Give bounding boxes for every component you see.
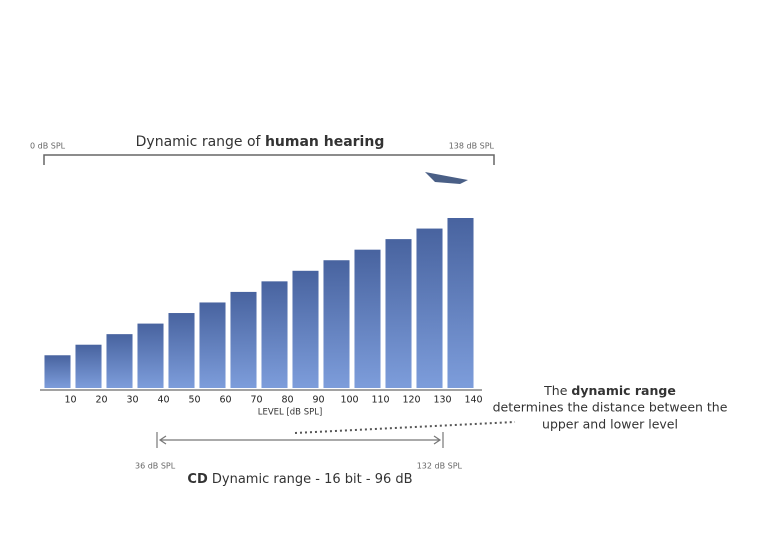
bar	[447, 218, 474, 388]
bar	[75, 344, 102, 388]
bar	[106, 334, 133, 388]
cd-title-regular: Dynamic range - 16 bit - 96 dB	[208, 472, 413, 487]
annotation: The dynamic range	[543, 383, 676, 398]
x-tick-label: 50	[188, 395, 200, 406]
chart-title: Dynamic range of human hearing	[136, 134, 385, 150]
bar	[261, 281, 288, 388]
annotation-line: upper and lower level	[542, 417, 678, 432]
bar	[416, 228, 443, 388]
x-tick-label: 70	[250, 395, 262, 406]
x-tick-label: 120	[402, 395, 420, 406]
cd-left-label: 36 dB SPL	[135, 462, 176, 471]
x-tick-label: 130	[433, 395, 451, 406]
x-axis-label: LEVEL [dB SPL]	[258, 408, 323, 418]
x-tick-label: 100	[340, 395, 358, 406]
bar	[292, 270, 319, 388]
bar	[199, 302, 226, 388]
annotation-line: determines the distance between the	[493, 400, 728, 415]
range-bracket	[43, 154, 495, 165]
bar	[354, 249, 381, 388]
bar	[137, 323, 164, 388]
dotted-pointer	[294, 421, 516, 434]
bar	[323, 260, 350, 388]
x-tick-label: 30	[126, 395, 138, 406]
x-tick-label: 60	[219, 395, 231, 406]
bar	[230, 291, 257, 388]
x-tick-label: 140	[464, 395, 482, 406]
x-tick-label: 40	[157, 395, 169, 406]
x-tick-label: 80	[281, 395, 293, 406]
annotation-bold: dynamic range	[571, 383, 675, 398]
cd-bracket	[156, 432, 444, 448]
title-regular: Dynamic range of	[136, 134, 265, 150]
title-bold: human hearing	[265, 134, 384, 150]
x-tick-label: 10	[64, 395, 76, 406]
range-left-label: 0 dB SPL	[30, 142, 66, 151]
range-right-label: 138 dB SPL	[449, 142, 495, 151]
cd-right-label: 132 dB SPL	[417, 462, 463, 471]
annotation-regular: The	[543, 383, 571, 398]
bar	[385, 239, 412, 388]
bar	[44, 355, 71, 388]
x-tick-label: 90	[312, 395, 324, 406]
x-tick-label: 20	[95, 395, 107, 406]
bar	[168, 313, 195, 388]
airplane-icon	[425, 172, 468, 184]
cd-title-bold: CD	[187, 472, 208, 487]
x-tick-label: 110	[371, 395, 389, 406]
cd-title: CD Dynamic range - 16 bit - 96 dB	[187, 472, 412, 487]
